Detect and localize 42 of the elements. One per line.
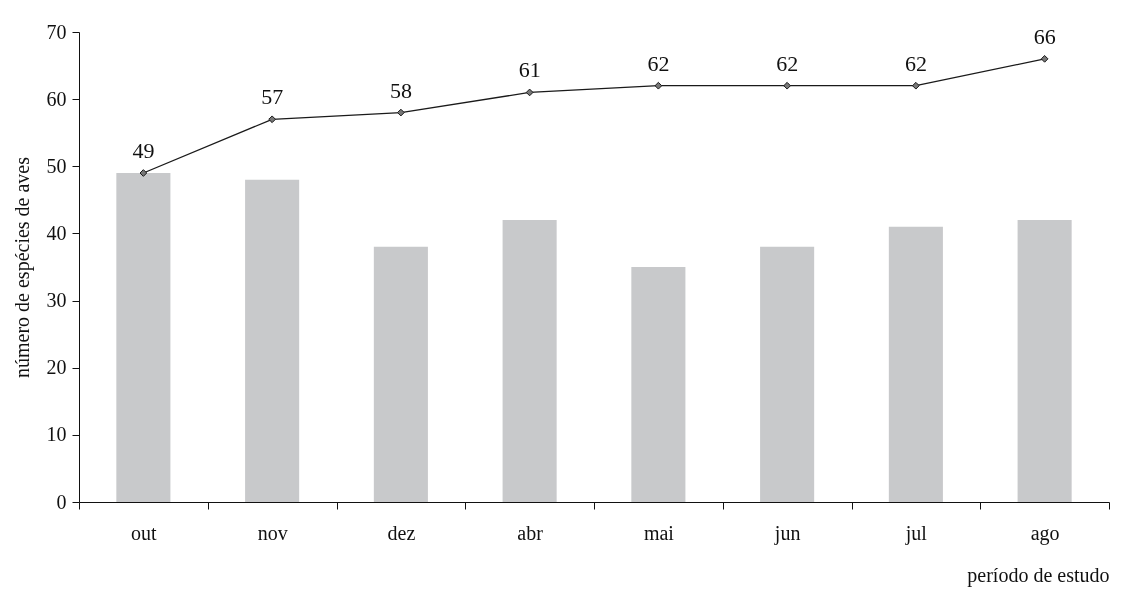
- point: [783, 81, 791, 90]
- y-tick-label: 70: [46, 20, 67, 43]
- point: [525, 88, 534, 97]
- bar: [760, 246, 815, 502]
- x-tick-label: abr: [517, 521, 544, 544]
- point: [654, 81, 663, 90]
- data-label: 49: [132, 138, 155, 163]
- y-tick-label: 10: [46, 423, 67, 446]
- point: [268, 115, 276, 124]
- y-tick-label: 60: [46, 87, 67, 110]
- x-tick-label: dez: [387, 521, 416, 544]
- data-label: 61: [518, 57, 541, 83]
- y-tick-label: 50: [46, 154, 67, 177]
- y-tick-label: 30: [46, 289, 67, 312]
- data-label: 57: [261, 84, 284, 110]
- bar: [888, 226, 943, 502]
- data-label: 66: [1033, 23, 1056, 49]
- y-tick-label: 0: [56, 490, 67, 513]
- point: [139, 169, 148, 177]
- x-tick-label: jul: [904, 521, 928, 545]
- data-label: 62: [776, 50, 799, 76]
- data-label: 62: [904, 50, 927, 76]
- data-label: 58: [389, 77, 412, 103]
- bar: [631, 267, 686, 502]
- bar: [502, 220, 557, 502]
- bar: [1017, 220, 1072, 502]
- bar: [245, 179, 300, 502]
- x-axis-title: período de estudo: [967, 563, 1110, 587]
- bar: [373, 246, 428, 502]
- point: [397, 108, 405, 117]
- point: [912, 81, 920, 90]
- x-tick-label: mai: [643, 521, 675, 544]
- y-tick-label: 20: [46, 356, 67, 379]
- x-tick-label: jun: [773, 521, 801, 545]
- x-tick-label: nov: [257, 521, 288, 544]
- point: [1040, 55, 1049, 63]
- x-tick-label: ago: [1030, 521, 1060, 545]
- y-axis-title: número de espécies de aves: [10, 156, 34, 379]
- data-label: 62: [647, 50, 670, 76]
- bar: [116, 173, 171, 502]
- y-tick-label: 40: [46, 221, 67, 244]
- x-tick-label: out: [131, 521, 158, 544]
